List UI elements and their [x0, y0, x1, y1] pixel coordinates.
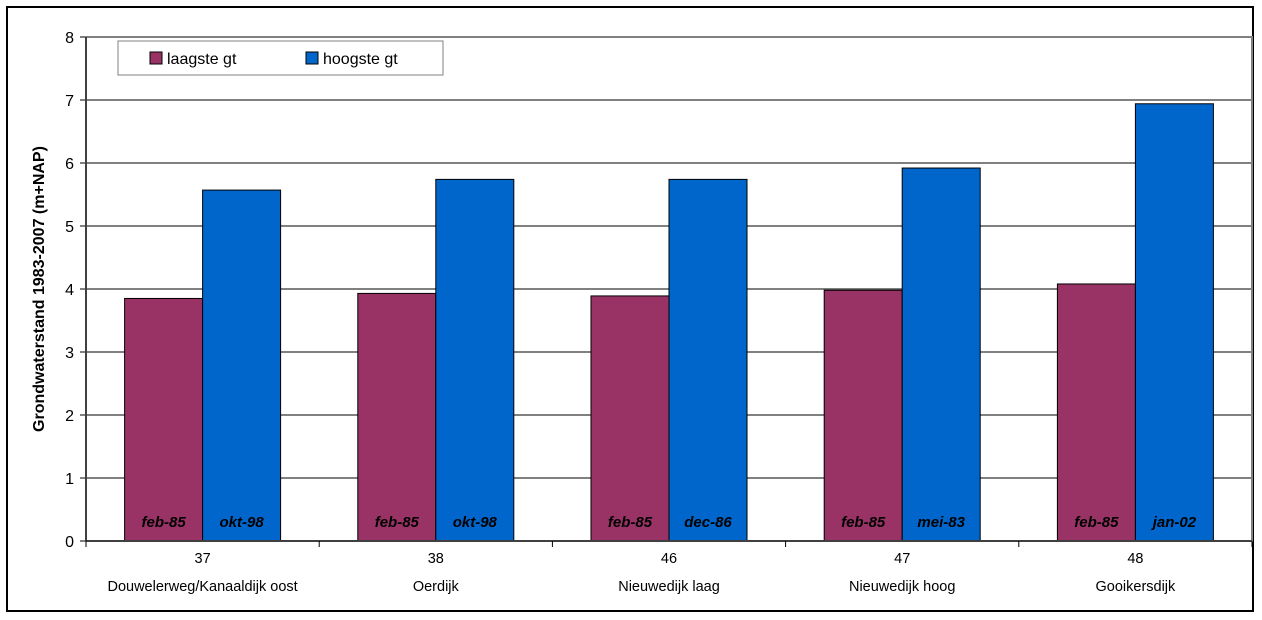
data-label: feb-85: [142, 514, 187, 531]
bar-laagste-37: [124, 297, 204, 542]
x-category-name: Douwelerweg/Kanaaldijk oost: [107, 579, 297, 595]
data-label: jan-02: [1151, 514, 1197, 531]
bar-laagste-46: [590, 295, 670, 542]
legend-swatch: [149, 51, 163, 65]
x-category-code: 37: [195, 551, 211, 567]
y-tick-label: 3: [65, 345, 74, 362]
bar-laagste-38: [357, 292, 437, 542]
data-label: feb-85: [1074, 514, 1119, 531]
y-tick-label: 8: [65, 30, 74, 47]
bar-hoogste-47: [901, 167, 981, 542]
y-tick-label: 7: [65, 93, 74, 110]
y-tick-label: 2: [65, 408, 74, 425]
x-category-code: 38: [428, 551, 444, 567]
bars: [124, 103, 1214, 542]
legend-box: [117, 40, 444, 76]
legend-label: hoogste gt: [323, 51, 398, 68]
axes: [80, 36, 1253, 547]
bar-hoogste-38: [435, 178, 515, 542]
bar-laagste-47: [823, 289, 903, 542]
legend: laagste gt hoogste gt: [117, 40, 444, 76]
x-category-name: Nieuwedijk laag: [618, 579, 720, 595]
legend-swatch: [305, 51, 319, 65]
bar-laagste-48: [1056, 283, 1136, 542]
x-category-code: 48: [1127, 551, 1143, 567]
x-category-code: 46: [661, 551, 677, 567]
x-category-name: Nieuwedijk hoog: [849, 579, 955, 595]
labels: 0 1 2 3 4 5 6 7 8 feb-85 okt-98 37 Douwelerweg/Kanaa…: [65, 30, 1197, 595]
x-category-name: Oerdijk: [413, 579, 460, 595]
y-axis-label: Grondwaterstand 1983-2007 (m+NAP): [31, 146, 48, 432]
y-tick-label: 5: [65, 219, 74, 236]
data-label: mei-83: [917, 514, 965, 531]
y-tick-label: 1: [65, 471, 74, 488]
x-category-code: 47: [894, 551, 910, 567]
y-tick-label: 4: [65, 282, 74, 299]
legend-label: laagste gt: [167, 51, 237, 68]
data-label: feb-85: [841, 514, 886, 531]
data-label: okt-98: [220, 514, 265, 531]
data-label: okt-98: [453, 514, 498, 531]
data-label: feb-85: [375, 514, 420, 531]
data-label: dec-86: [684, 514, 732, 531]
bar-hoogste-37: [202, 189, 282, 542]
y-tick-label: 0: [65, 534, 74, 551]
x-category-name: Gooikersdijk: [1096, 579, 1177, 595]
bar-hoogste-46: [668, 178, 748, 542]
data-label: feb-85: [608, 514, 653, 531]
y-tick-label: 6: [65, 156, 74, 173]
bar-hoogste-48: [1134, 103, 1214, 542]
